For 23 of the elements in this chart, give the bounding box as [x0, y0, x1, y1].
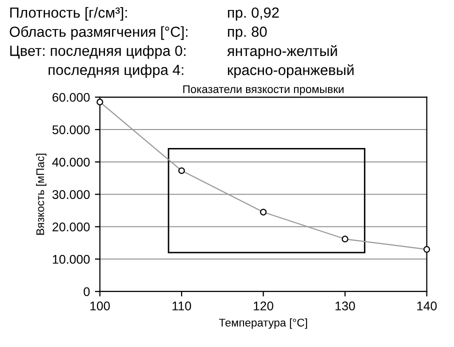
text: пр. 80: [228, 26, 267, 40]
y-tick-label: 10.000: [52, 254, 90, 264]
x-tick-label: 120: [254, 302, 274, 310]
x-tick-label: 130: [336, 302, 355, 310]
text: красно-оранжевый: [228, 64, 354, 78]
text: пр. 0,92: [228, 7, 279, 21]
text: Цвет: последняя цифра 0:: [10, 45, 186, 59]
text: последняя цифра 4:: [48, 64, 184, 78]
y-tick-label: 40.000: [52, 158, 90, 167]
y-tick-label: 50.000: [52, 125, 90, 134]
text: Плотность [г/см³]:: [10, 7, 127, 21]
x-axis-title: Температура [°C]: [219, 318, 308, 329]
x-tick-label: 110: [172, 302, 192, 310]
text: янтарно-желтый: [227, 45, 337, 59]
x-tick-label: 100: [90, 302, 110, 310]
chart-title: Показатели вязкости промывки: [183, 85, 344, 96]
x-tick-label: 140: [417, 302, 437, 310]
y-axis-title: Вязкость [мПас]: [36, 154, 46, 235]
y-tick-label: 30.000: [52, 190, 90, 199]
text: Область размягчения [°C]:: [10, 26, 188, 40]
y-tick-label: 60.000: [52, 92, 90, 102]
y-tick-label: 0: [84, 287, 90, 296]
y-tick-label: 20.000: [52, 222, 90, 232]
